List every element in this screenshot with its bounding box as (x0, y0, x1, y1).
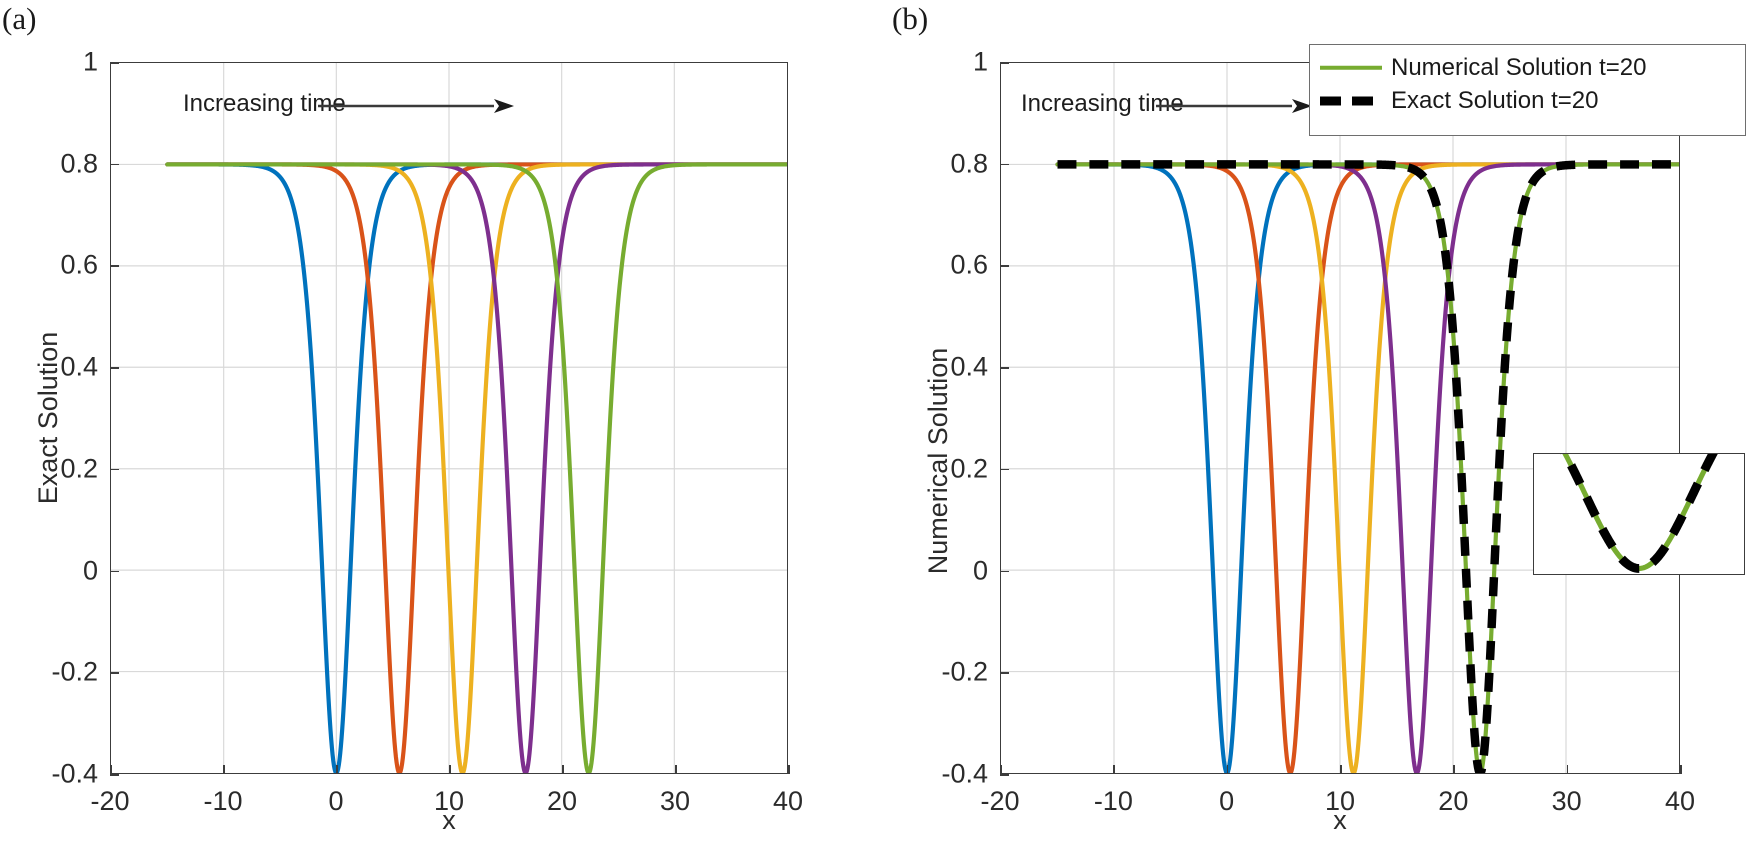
y-tick-mark (110, 367, 119, 369)
panel-b-tag: (b) (892, 1, 929, 36)
y-tick-mark (110, 163, 119, 166)
y-tick-mark (1000, 62, 1009, 64)
x-tick-label: 10 (1324, 786, 1356, 816)
panel-b-annotation-arrow-icon (1156, 99, 1312, 113)
panel-b-curves (1001, 63, 1679, 773)
inset-curve-exact (1560, 454, 1718, 573)
panel-a-plot-frame (110, 62, 788, 774)
x-tick-mark (336, 765, 338, 774)
y-tick-mark (1000, 265, 1009, 268)
y-tick-label: 0.8 (60, 148, 98, 179)
x-tick-mark (788, 765, 790, 774)
x-tick-label: 20 (1438, 786, 1469, 816)
panel-b-y-axis-title: Numerical Solution (923, 347, 953, 575)
y-tick-mark (1000, 672, 1009, 674)
x-tick-label: -20 (980, 786, 1020, 816)
x-tick-label: 0 (328, 786, 344, 816)
legend-item-exact[interactable]: Exact Solution t=20 (1320, 84, 1735, 117)
y-tick-label: 0.6 (950, 249, 988, 280)
x-tick-mark (1340, 765, 1342, 774)
y-tick-mark (110, 62, 119, 64)
x-tick-mark (1453, 765, 1455, 774)
y-tick-label: 0.8 (950, 148, 988, 179)
panel-a-tag: (a) (2, 1, 37, 36)
inset-zoom-box (1533, 453, 1745, 575)
legend-swatch-numerical-icon (1320, 60, 1382, 76)
x-tick-label: 30 (1551, 786, 1582, 816)
panel-b-plot-area (1001, 63, 1679, 773)
panel-a-curves (111, 63, 787, 773)
y-tick-label: 1 (972, 46, 988, 77)
y-tick-label: -0.2 (51, 656, 98, 687)
x-tick-mark (110, 765, 112, 774)
y-tick-label: 0.6 (60, 249, 98, 280)
curve-t-20 (165, 162, 787, 773)
inset-curve-numerical (1562, 454, 1716, 572)
y-tick-mark (110, 265, 119, 268)
x-tick-label: 40 (1664, 786, 1696, 816)
y-tick-mark (110, 570, 119, 573)
x-tick-label: 40 (772, 786, 804, 816)
panel-a-x-axis-title: x (442, 805, 456, 835)
x-tick-label: 10 (433, 786, 465, 816)
y-tick-label: 0.4 (60, 351, 98, 382)
panel-a-y-axis-title: Exact Solution (33, 331, 63, 505)
y-tick-label: 0.2 (950, 453, 988, 484)
x-tick-mark (449, 765, 451, 774)
legend-item-numerical[interactable]: Numerical Solution t=20 (1320, 51, 1735, 84)
x-tick-mark (1226, 765, 1229, 774)
panel-a-plot-area (111, 63, 787, 773)
panel-b-x-axis-title: x (1333, 805, 1347, 835)
x-tick-label: 20 (546, 786, 578, 816)
y-tick-mark (1000, 468, 1009, 471)
x-tick-mark (1000, 765, 1002, 774)
panel-b-plot-frame (1000, 62, 1680, 774)
x-tick-mark (1680, 765, 1682, 774)
panel-a-annotation-label: Increasing time (183, 90, 346, 117)
y-tick-label: 0.2 (60, 453, 98, 484)
legend-swatch-exact-icon (1320, 93, 1382, 109)
x-tick-mark (223, 765, 225, 774)
x-tick-mark (1113, 765, 1115, 774)
y-tick-mark (1000, 163, 1009, 166)
panel-a: (a) Increasing time -0.4 -0.2 0 0.2 0.4 0.6 0.… (2, 1, 804, 835)
y-tick-mark (110, 672, 119, 674)
legend-label-numerical: Numerical Solution t=20 (1391, 53, 1647, 81)
y-tick-mark (110, 774, 119, 776)
curve-exact-overlay (1057, 160, 1679, 773)
x-tick-mark (562, 765, 564, 774)
y-tick-label: 0.4 (950, 351, 988, 382)
x-tick-label: -10 (1093, 786, 1133, 816)
y-tick-mark (1000, 367, 1009, 369)
x-tick-mark (675, 765, 677, 774)
legend: Numerical Solution t=20 Exact Solution t… (1309, 44, 1746, 136)
panel-b-annotation-label: Increasing time (1021, 90, 1184, 117)
x-tick-label: -20 (90, 786, 130, 816)
y-tick-mark (1000, 570, 1009, 573)
x-tick-label: 30 (659, 786, 691, 816)
x-tick-label: -10 (203, 786, 243, 816)
y-tick-mark (110, 468, 119, 471)
panel-a-annotation-arrow-icon (318, 99, 514, 113)
y-tick-label: -0.2 (941, 656, 988, 687)
y-tick-label: 0 (82, 555, 98, 586)
y-tick-label: -0.4 (51, 758, 98, 789)
panel-b: (b) Increasing time Numerical Solution t… (875, 0, 1750, 867)
x-tick-mark (1566, 765, 1569, 774)
legend-label-exact: Exact Solution t=20 (1391, 86, 1599, 114)
y-tick-mark (1000, 774, 1009, 776)
y-tick-label: 0 (972, 555, 988, 586)
inset-zoom-curves (1560, 454, 1718, 573)
x-tick-label: 0 (1219, 786, 1235, 816)
y-tick-label: 1 (82, 46, 98, 77)
y-tick-label: -0.4 (941, 758, 988, 789)
